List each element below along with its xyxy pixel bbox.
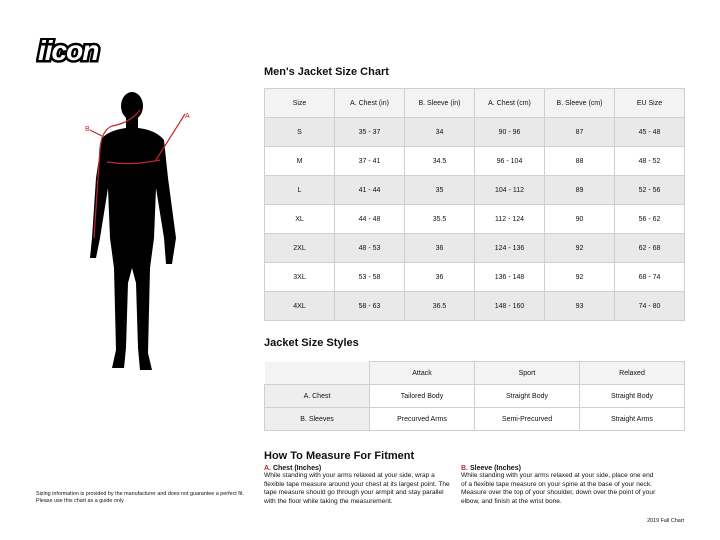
label-b: B <box>85 126 90 133</box>
cell: 3XL <box>264 262 335 292</box>
cell: 93 <box>544 291 615 321</box>
cell: Straight Arms <box>579 407 685 431</box>
cell: 90 <box>544 204 615 234</box>
table-row: 3XL 53 - 58 36 136 - 148 92 68 - 74 <box>264 262 685 292</box>
cell: 136 - 148 <box>474 262 545 292</box>
label-a: A <box>185 113 190 120</box>
sleeve-heading: Sleeve (Inches) <box>469 465 521 472</box>
cell: Straight Body <box>474 384 580 408</box>
cell: 89 <box>544 175 615 205</box>
cell: 92 <box>544 233 615 263</box>
cell: 56 - 62 <box>614 204 685 234</box>
cell: 124 - 136 <box>474 233 545 263</box>
sleeve-instructions: B. Sleeve (Inches) While standing with y… <box>461 465 656 506</box>
header-cell: EU Size <box>614 88 685 118</box>
cell: Straight Body <box>579 384 685 408</box>
cell: 74 - 80 <box>614 291 685 321</box>
cell: 52 - 56 <box>614 175 685 205</box>
cell: 96 - 104 <box>474 146 545 176</box>
sleeve-letter: B. <box>461 465 468 472</box>
sleeve-text: While standing with your arms relaxed at… <box>461 472 656 505</box>
header-cell: A. Chest (in) <box>334 88 405 118</box>
header-cell: B. Sleeve (in) <box>404 88 475 118</box>
cell: 35.5 <box>404 204 475 234</box>
cell: 34 <box>404 117 475 147</box>
cell: 34.5 <box>404 146 475 176</box>
header-cell: Sport <box>474 361 580 385</box>
cell: 41 - 44 <box>334 175 405 205</box>
table-row: 2XL 48 - 53 36 124 - 136 92 62 - 68 <box>264 233 685 263</box>
cell: 58 - 63 <box>334 291 405 321</box>
chest-text: While standing with your arms relaxed at… <box>264 472 450 505</box>
cell: 90 - 96 <box>474 117 545 147</box>
cell: 35 - 37 <box>334 117 405 147</box>
cell: XL <box>264 204 335 234</box>
chest-heading: Chest (Inches) <box>272 465 322 472</box>
cell: 48 - 53 <box>334 233 405 263</box>
cell: 104 - 112 <box>474 175 545 205</box>
table-row: S 35 - 37 34 90 - 96 87 45 - 48 <box>264 117 685 147</box>
table-row: M 37 - 41 34.5 96 - 104 88 48 - 52 <box>264 146 685 176</box>
table-header-row: Size A. Chest (in) B. Sleeve (in) A. Che… <box>264 88 685 118</box>
cell: L <box>264 175 335 205</box>
measure-title: How To Measure For Fitment <box>264 450 415 462</box>
cell: M <box>264 146 335 176</box>
cell: Tailored Body <box>369 384 475 408</box>
cell: 68 - 74 <box>614 262 685 292</box>
row-label: A. Chest <box>264 384 370 408</box>
cell: 48 - 52 <box>614 146 685 176</box>
cell: 2XL <box>264 233 335 263</box>
cell: 4XL <box>264 291 335 321</box>
cell: 92 <box>544 262 615 292</box>
cell: 112 - 124 <box>474 204 545 234</box>
cell: 148 - 160 <box>474 291 545 321</box>
chest-instructions: A. Chest (Inches) While standing with yo… <box>264 465 454 506</box>
table-row: L 41 - 44 35 104 - 112 89 52 - 56 <box>264 175 685 205</box>
table-row: B. Sleeves Precurved Arms Semi-Precurved… <box>264 407 685 431</box>
disclaimer: Sizing information is provided by the ma… <box>36 491 244 505</box>
cell: 45 - 48 <box>614 117 685 147</box>
svg-text:iicon: iicon <box>38 38 98 64</box>
cell: 87 <box>544 117 615 147</box>
cell: Semi-Precurved <box>474 407 580 431</box>
cell: 36.5 <box>404 291 475 321</box>
header-cell: Attack <box>369 361 475 385</box>
styles-table: Attack Sport Relaxed A. Chest Tailored B… <box>264 361 685 431</box>
cell: 44 - 48 <box>334 204 405 234</box>
cell: 62 - 68 <box>614 233 685 263</box>
disclaimer-line: Please use this chart as a guide only <box>36 498 124 504</box>
styles-title: Jacket Size Styles <box>264 337 359 349</box>
cell: S <box>264 117 335 147</box>
chart-version: 2019 Fall Chart <box>647 518 684 524</box>
cell: 36 <box>404 262 475 292</box>
cell: 37 - 41 <box>334 146 405 176</box>
cell: 53 - 58 <box>334 262 405 292</box>
icon-logo: iicon <box>36 33 148 69</box>
row-label: B. Sleeves <box>264 407 370 431</box>
cell: Precurved Arms <box>369 407 475 431</box>
disclaimer-line: Sizing information is provided by the ma… <box>36 491 244 497</box>
table-row: 4XL 58 - 63 36.5 148 - 160 93 74 - 80 <box>264 291 685 321</box>
header-cell: Relaxed <box>579 361 685 385</box>
table-row: A. Chest Tailored Body Straight Body Str… <box>264 384 685 408</box>
table-header-row: Attack Sport Relaxed <box>264 361 685 385</box>
empty-cell <box>264 361 370 385</box>
table-row: XL 44 - 48 35.5 112 - 124 90 56 - 62 <box>264 204 685 234</box>
header-cell: Size <box>264 88 335 118</box>
cell: 36 <box>404 233 475 263</box>
cell: 35 <box>404 175 475 205</box>
header-cell: B. Sleeve (cm) <box>544 88 615 118</box>
header-cell: A. Chest (cm) <box>474 88 545 118</box>
size-chart-title: Men's Jacket Size Chart <box>264 66 389 78</box>
chest-letter: A. <box>264 465 271 472</box>
body-silhouette-figure: A B <box>80 88 210 393</box>
cell: 88 <box>544 146 615 176</box>
size-chart-table: Size A. Chest (in) B. Sleeve (in) A. Che… <box>264 88 685 321</box>
